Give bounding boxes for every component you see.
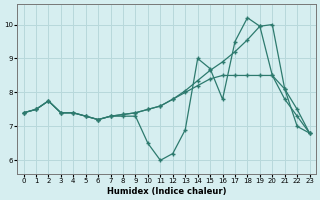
X-axis label: Humidex (Indice chaleur): Humidex (Indice chaleur) [107,187,226,196]
